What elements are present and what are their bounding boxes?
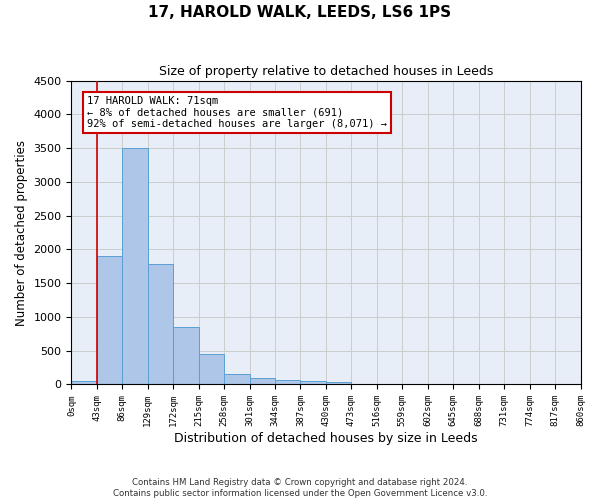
Bar bbox=[199, 354, 224, 384]
Bar bbox=[301, 381, 326, 384]
Bar bbox=[326, 382, 352, 384]
Bar bbox=[71, 381, 97, 384]
Bar bbox=[148, 264, 173, 384]
Text: Contains HM Land Registry data © Crown copyright and database right 2024.
Contai: Contains HM Land Registry data © Crown c… bbox=[113, 478, 487, 498]
Text: 17, HAROLD WALK, LEEDS, LS6 1PS: 17, HAROLD WALK, LEEDS, LS6 1PS bbox=[148, 5, 452, 20]
Bar bbox=[173, 327, 199, 384]
X-axis label: Distribution of detached houses by size in Leeds: Distribution of detached houses by size … bbox=[174, 432, 478, 445]
Bar bbox=[224, 374, 250, 384]
Bar bbox=[122, 148, 148, 384]
Bar bbox=[250, 378, 275, 384]
Text: 17 HAROLD WALK: 71sqm
← 8% of detached houses are smaller (691)
92% of semi-deta: 17 HAROLD WALK: 71sqm ← 8% of detached h… bbox=[86, 96, 386, 129]
Y-axis label: Number of detached properties: Number of detached properties bbox=[15, 140, 28, 326]
Bar bbox=[97, 256, 122, 384]
Title: Size of property relative to detached houses in Leeds: Size of property relative to detached ho… bbox=[159, 65, 493, 78]
Bar bbox=[275, 380, 301, 384]
